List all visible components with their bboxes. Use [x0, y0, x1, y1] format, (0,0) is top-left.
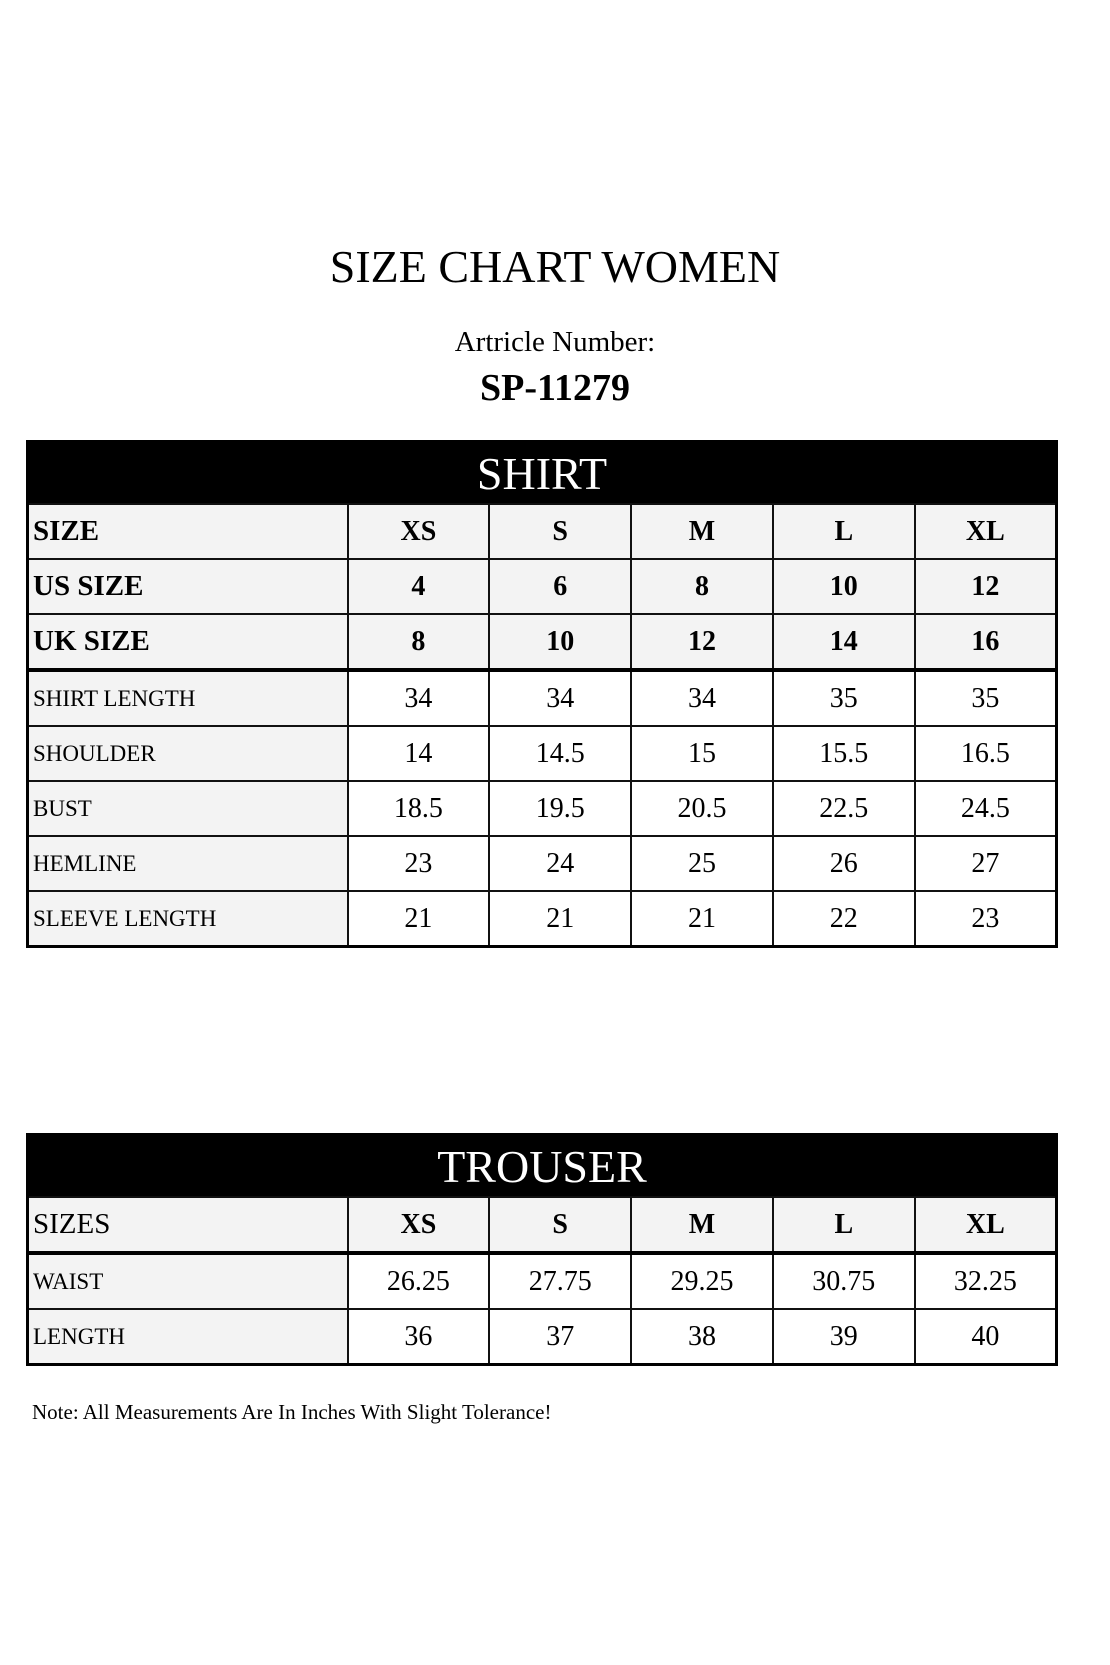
- table-cell: 16.5: [913, 725, 1058, 782]
- table-row: LENGTH 36 37 38 39 40: [26, 1308, 1058, 1366]
- table-cell: M: [630, 503, 774, 560]
- row-label: SIZES: [26, 1196, 349, 1255]
- table-cell: 27: [913, 835, 1058, 892]
- row-label: HEMLINE: [26, 835, 349, 892]
- table-cell: 4: [346, 558, 491, 615]
- table-row: HEMLINE 23 24 25 26 27: [26, 835, 1058, 892]
- table-row: BUST 18.5 19.5 20.5 22.5 24.5: [26, 780, 1058, 837]
- table-cell: 21: [488, 890, 633, 948]
- row-label: US SIZE: [26, 558, 349, 615]
- table-cell: S: [488, 503, 633, 560]
- row-label: WAIST: [26, 1252, 349, 1310]
- table-row: SHOULDER 14 14.5 15 15.5 16.5: [26, 725, 1058, 782]
- table-cell: L: [771, 503, 916, 560]
- table-cell: 29.25: [630, 1252, 774, 1310]
- table-cell: 12: [913, 558, 1058, 615]
- page-title: SIZE CHART WOMEN: [329, 241, 781, 292]
- table-cell: 14.5: [488, 725, 633, 782]
- table-cell: 26.25: [346, 1252, 491, 1310]
- row-label: SHIRT LENGTH: [26, 669, 349, 727]
- table-row: SHIRT LENGTH 34 34 34 35 35: [26, 669, 1058, 727]
- row-label: BUST: [26, 780, 349, 837]
- table-cell: 22.5: [771, 780, 916, 837]
- table-cell: 32.25: [913, 1252, 1058, 1310]
- table-row: SIZES XS S M L XL: [26, 1196, 1058, 1255]
- table-cell: 39: [771, 1308, 916, 1366]
- table-cell: L: [771, 1196, 916, 1255]
- table-cell: 12: [630, 613, 774, 672]
- table-cell: 23: [913, 890, 1058, 948]
- row-label: UK SIZE: [26, 613, 349, 672]
- trouser-size-table: TROUSER SIZES XS S M L XL WAIST 26.25 27.75 29.25…: [26, 1133, 1058, 1366]
- table-row: US SIZE 4 6 8 10 12: [26, 558, 1058, 615]
- row-label: LENGTH: [26, 1308, 349, 1366]
- table-cell: 15: [630, 725, 774, 782]
- table-cell: 35: [913, 669, 1058, 727]
- table-cell: 18.5: [346, 780, 491, 837]
- table-cell: S: [488, 1196, 633, 1255]
- table-cell: 36: [346, 1308, 491, 1366]
- table-cell: 20.5: [630, 780, 774, 837]
- table-cell: 10: [771, 558, 916, 615]
- table-cell: M: [630, 1196, 774, 1255]
- table-cell: 35: [771, 669, 916, 727]
- article-number: SP-11279: [480, 367, 630, 409]
- table-cell: 37: [488, 1308, 633, 1366]
- table-cell: 24: [488, 835, 633, 892]
- measurement-note: Note: All Measurements Are In Inches Wit…: [32, 1400, 552, 1424]
- table-cell: 34: [488, 669, 633, 727]
- table-cell: 19.5: [488, 780, 633, 837]
- table-cell: XS: [346, 1196, 491, 1255]
- table-cell: 16: [913, 613, 1058, 672]
- table-cell: 8: [630, 558, 774, 615]
- shirt-heading: SHIRT: [27, 441, 1057, 504]
- table-cell: 14: [346, 725, 491, 782]
- table-cell: 38: [630, 1308, 774, 1366]
- table-cell: 34: [630, 669, 774, 727]
- table-row: SLEEVE LENGTH 21 21 21 22 23: [26, 890, 1058, 948]
- table-cell: 24.5: [913, 780, 1058, 837]
- table-cell: XL: [913, 1196, 1058, 1255]
- table-cell: 14: [771, 613, 916, 672]
- table-row: UK SIZE 8 10 12 14 16: [26, 613, 1058, 672]
- table-cell: 30.75: [771, 1252, 916, 1310]
- article-label: Artricle Number:: [454, 326, 656, 358]
- table-cell: 10: [488, 613, 633, 672]
- row-label: SLEEVE LENGTH: [26, 890, 349, 948]
- table-cell: 21: [346, 890, 491, 948]
- table-cell: XL: [913, 503, 1058, 560]
- table-cell: XS: [346, 503, 491, 560]
- table-cell: 34: [346, 669, 491, 727]
- table-cell: 6: [488, 558, 633, 615]
- table-cell: 40: [913, 1308, 1058, 1366]
- table-cell: 8: [346, 613, 491, 672]
- row-label: SHOULDER: [26, 725, 349, 782]
- table-cell: 23: [346, 835, 491, 892]
- table-row: SIZE XS S M L XL: [26, 503, 1058, 560]
- table-cell: 27.75: [488, 1252, 633, 1310]
- table-row: WAIST 26.25 27.75 29.25 30.75 32.25: [26, 1252, 1058, 1310]
- row-label: SIZE: [26, 503, 349, 560]
- table-cell: 15.5: [771, 725, 916, 782]
- trouser-heading: TROUSER: [27, 1134, 1057, 1197]
- table-cell: 26: [771, 835, 916, 892]
- table-cell: 25: [630, 835, 774, 892]
- table-cell: 21: [630, 890, 774, 948]
- table-cell: 22: [771, 890, 916, 948]
- shirt-size-table: SHIRT SIZE XS S M L XL US SIZE 4 6 8 10 12 UK SIZE 8 1…: [26, 440, 1058, 948]
